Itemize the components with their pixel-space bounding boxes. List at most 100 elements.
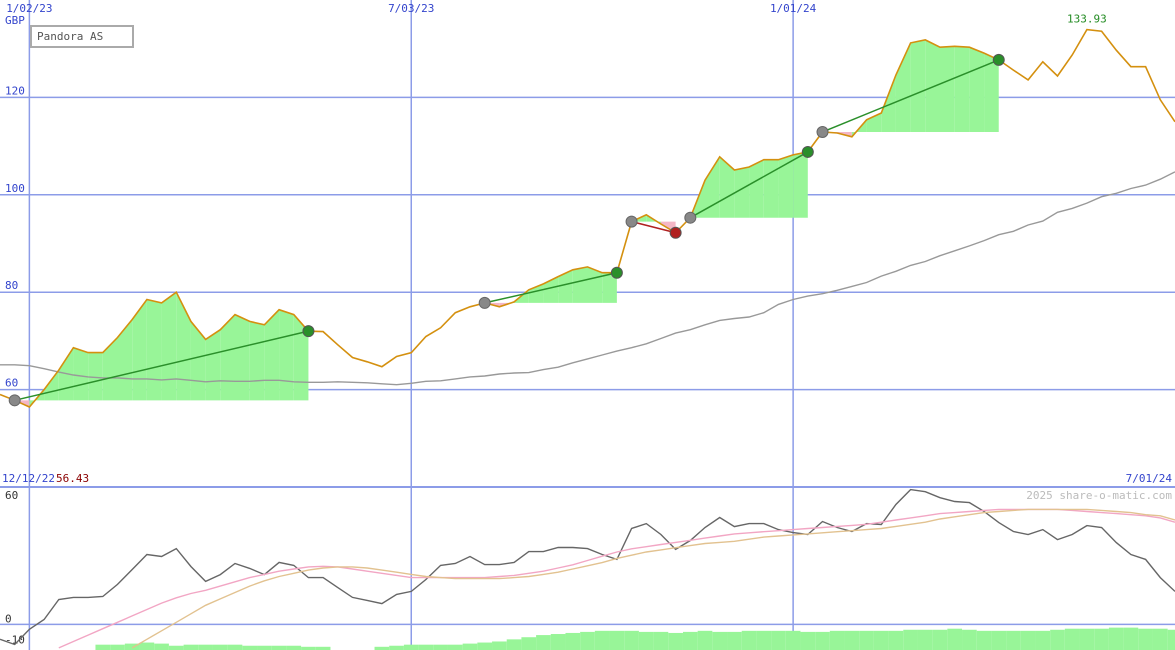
trade-area (910, 39, 926, 132)
trade-area (102, 337, 118, 401)
bar (1152, 628, 1168, 650)
bar (668, 632, 683, 650)
bar (903, 629, 918, 650)
bar (653, 631, 669, 650)
series-line (0, 171, 1175, 386)
bar (800, 631, 816, 650)
range-start: 12/12/22 (2, 472, 55, 485)
trade-area (117, 319, 133, 401)
trade-area (793, 151, 808, 218)
trade-area (940, 46, 955, 132)
trade-area (778, 154, 794, 218)
bar (785, 630, 801, 650)
bar (1035, 630, 1051, 650)
bar (139, 642, 155, 650)
bar (462, 643, 478, 650)
bar (477, 642, 493, 650)
y-tick-label: 60 (5, 489, 18, 502)
bar (550, 634, 566, 650)
bar (418, 644, 434, 650)
bar (198, 644, 213, 650)
high-label: 133.93 (1067, 13, 1107, 26)
bar (521, 637, 537, 650)
bar (183, 644, 199, 650)
bar (315, 646, 331, 650)
bar (976, 630, 992, 650)
trade-exit (302, 325, 315, 338)
trade-area (249, 321, 265, 401)
trade-area (73, 347, 89, 401)
watermark: 2025 share-o-matic.com (1026, 489, 1172, 502)
bar (829, 630, 845, 650)
trade-area (602, 272, 617, 303)
bar (1079, 628, 1095, 650)
trade-area (969, 47, 985, 132)
trade-area (279, 309, 294, 401)
bar (638, 631, 654, 650)
trade-line (484, 271, 618, 304)
bar (301, 646, 316, 650)
bar (154, 643, 169, 650)
trade-area (851, 119, 867, 137)
y-tick-label: 100 (5, 182, 25, 195)
trade-area (572, 266, 588, 303)
trade-area (146, 299, 162, 401)
trade-line (822, 59, 1000, 133)
low-label: 56.43 (56, 472, 89, 485)
y-tick-label: 60 (5, 377, 18, 390)
bar (1006, 630, 1021, 650)
bar (697, 630, 713, 650)
trade-area (719, 156, 735, 218)
legend-label: Pandora AS (37, 30, 103, 43)
bar (242, 645, 258, 650)
bar (756, 630, 772, 650)
y-tick-label: 80 (5, 279, 18, 292)
trade-area (220, 314, 235, 401)
bar (917, 629, 933, 650)
trade-area (895, 42, 911, 132)
bar (168, 645, 184, 650)
series-line (0, 28, 1175, 408)
bar (374, 646, 390, 650)
trade-area (543, 276, 559, 303)
trade-area (132, 299, 147, 401)
y-tick-label: 120 (5, 84, 25, 97)
trade-entry (478, 296, 491, 309)
bar (1050, 629, 1065, 650)
trade-area (881, 74, 896, 132)
trade-area (925, 39, 940, 132)
bar (741, 630, 757, 650)
x-tick-label: 1/02/23 (6, 2, 52, 15)
trade-area (984, 53, 999, 132)
series-line (58, 508, 1175, 649)
trade-area (866, 112, 882, 132)
bar (271, 645, 287, 650)
bar (212, 644, 228, 650)
bar (227, 644, 243, 650)
bar (859, 630, 874, 650)
bar (609, 630, 625, 650)
trade-area (161, 292, 177, 401)
legend-box (30, 25, 134, 48)
bar (888, 630, 904, 650)
bar (844, 630, 860, 650)
trade-entry (684, 211, 697, 224)
bar (433, 644, 448, 650)
trade-line (631, 220, 676, 234)
bar (873, 630, 889, 650)
y-tick-label: 0 (5, 612, 12, 625)
trade-area (587, 266, 603, 303)
bar (991, 630, 1007, 650)
trade-area (293, 314, 309, 401)
series-line (131, 508, 1175, 649)
bar (624, 630, 639, 650)
bar (712, 631, 728, 650)
bar (727, 631, 742, 650)
bar (124, 643, 140, 650)
bar (1108, 627, 1124, 650)
trade-entry (625, 215, 638, 228)
bar (594, 630, 610, 650)
bar (932, 629, 948, 650)
bar (580, 631, 595, 650)
